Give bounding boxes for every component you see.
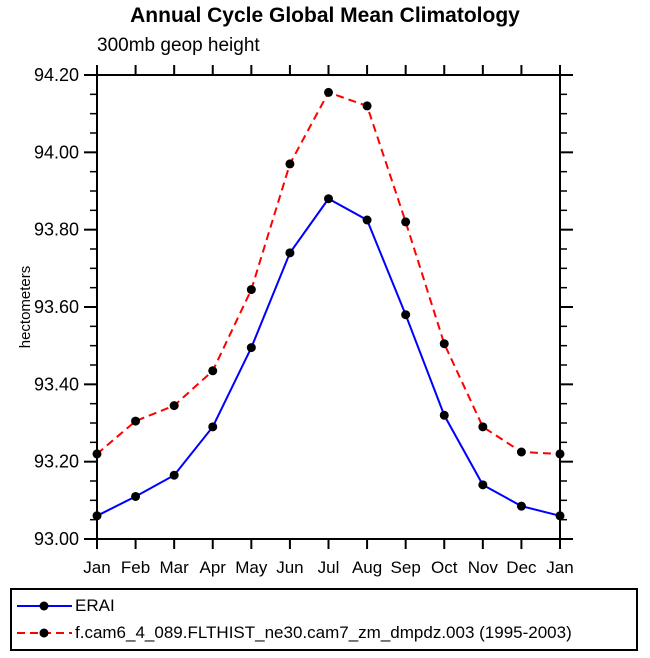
chart-title: Annual Cycle Global Mean Climatology — [130, 4, 520, 27]
y-tick-label: 93.40 — [34, 374, 79, 394]
x-tick-label: Jul — [318, 558, 340, 577]
series-line-0 — [96, 197, 561, 517]
x-tick-label: Jun — [276, 558, 303, 577]
data-point-marker — [555, 449, 565, 459]
data-point-marker — [401, 217, 411, 227]
data-point-marker — [208, 366, 218, 376]
data-point-marker — [131, 416, 141, 426]
x-tick-label: Jan — [546, 558, 573, 577]
series-line-1 — [96, 91, 561, 455]
data-point-marker — [246, 285, 256, 295]
y-tick-label: 93.00 — [34, 529, 79, 549]
chart-subtitle: 300mb geop height — [97, 35, 260, 56]
data-point-marker — [362, 215, 372, 225]
x-tick-label: Nov — [468, 558, 499, 577]
y-tick-label: 94.20 — [34, 65, 79, 85]
x-tick-label: Feb — [121, 558, 150, 577]
legend-box: ERAI f.cam6_4_089.FLTHIST_ne30.cam7_zm_d… — [10, 588, 638, 651]
data-point-marker — [439, 410, 449, 420]
legend-label-erai: ERAI — [75, 595, 115, 615]
data-point-marker — [169, 470, 179, 480]
legend-entry-erai: ERAI — [16, 593, 636, 619]
data-point-marker — [324, 87, 333, 97]
legend-line-sample-solid — [17, 601, 72, 611]
x-tick-label: Mar — [160, 558, 190, 577]
data-point-marker — [401, 310, 411, 320]
y-axis-title: hectometers — [17, 266, 34, 349]
legend-line-sample-dashed — [17, 628, 72, 638]
data-point-marker — [362, 101, 372, 111]
x-tick-label: Jan — [83, 558, 110, 577]
data-point-marker — [285, 248, 295, 258]
x-tick-label: Aug — [352, 558, 382, 577]
data-point-marker — [478, 422, 488, 432]
data-point-marker — [246, 343, 256, 353]
y-tick-label: 93.80 — [34, 220, 79, 240]
y-tick-label: 93.60 — [34, 297, 79, 317]
data-point-marker — [439, 339, 449, 349]
data-point-marker — [92, 511, 102, 521]
data-point-marker — [478, 480, 488, 490]
legend-entry-cam: f.cam6_4_089.FLTHIST_ne30.cam7_zm_dmpdz.… — [16, 620, 636, 646]
x-tick-label: May — [235, 558, 268, 577]
data-point-marker — [169, 401, 179, 411]
y-tick-label: 94.00 — [34, 142, 79, 162]
legend-label-cam: f.cam6_4_089.FLTHIST_ne30.cam7_zm_dmpdz.… — [75, 623, 572, 643]
data-point-marker — [131, 491, 141, 501]
plot-area: 93.00 93.20 93.40 93.60 93.80 94.00 94.20 Jan Fe… — [17, 65, 574, 577]
data-point-marker — [516, 501, 526, 511]
data-point-marker — [516, 447, 526, 457]
data-point-marker — [92, 449, 102, 459]
legend-marker-dot — [39, 628, 49, 638]
x-tick-label: Dec — [506, 558, 537, 577]
x-tick-label: Sep — [391, 558, 421, 577]
plot-frame — [96, 74, 561, 540]
x-tick-label: Oct — [431, 558, 458, 577]
data-point-marker — [555, 511, 565, 521]
x-tick-label: Apr — [200, 558, 227, 577]
data-point-marker — [208, 422, 218, 432]
legend-marker-dot — [39, 601, 49, 611]
data-point-marker — [324, 194, 333, 204]
y-tick-label: 93.20 — [34, 452, 79, 472]
data-point-marker — [285, 159, 295, 169]
